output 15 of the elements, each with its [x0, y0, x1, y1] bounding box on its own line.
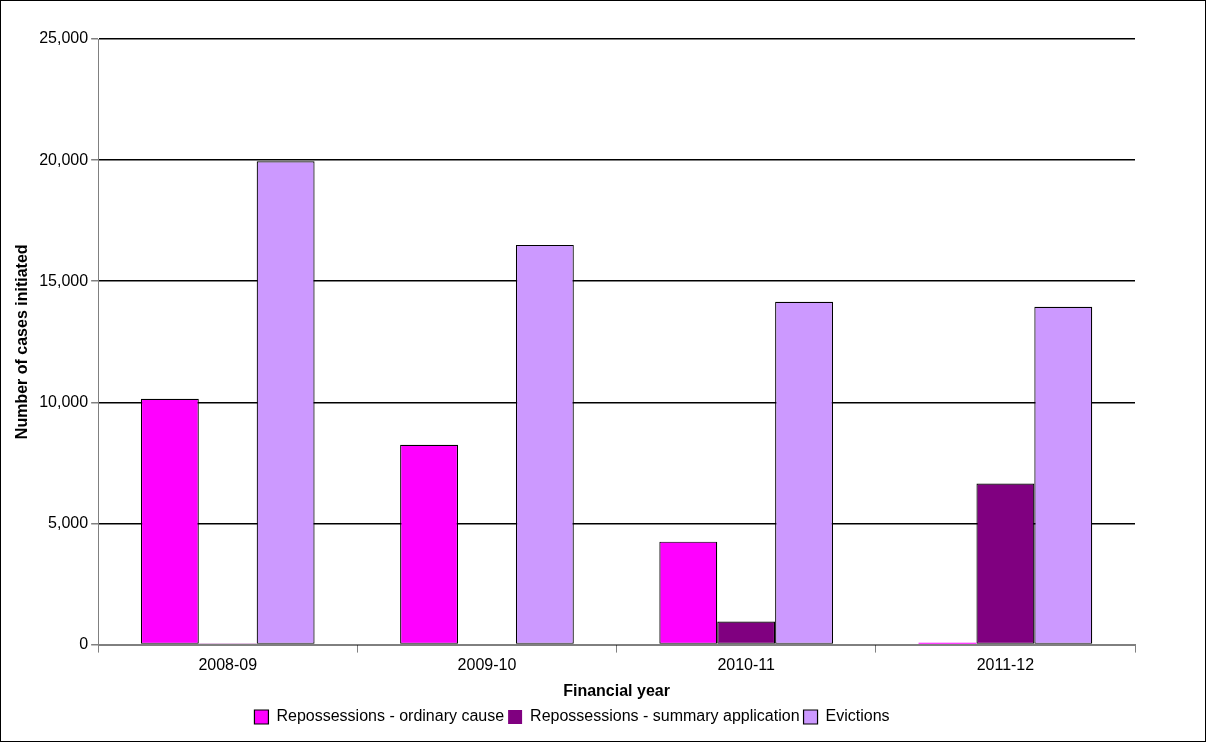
legend-label: Repossessions - summary application: [530, 707, 800, 725]
x-tick-label: 2008-09: [198, 655, 258, 673]
y-tick-label: 5,000: [48, 513, 89, 531]
legend-label: Evictions: [825, 707, 890, 725]
x-tick-label: 2011-12: [976, 655, 1035, 673]
y-axis-title: Number of cases initiated: [13, 244, 31, 440]
x-axis-title: Financial year: [563, 681, 670, 699]
y-tick-label: 20,000: [39, 150, 89, 168]
x-tick-label: 2010-11: [717, 655, 776, 673]
x-tick-label: 2009-10: [457, 655, 517, 673]
y-tick-label: 25,000: [39, 29, 89, 47]
y-tick-label: 0: [79, 635, 89, 653]
legend-label: Repossessions - ordinary cause: [276, 707, 505, 725]
y-tick-label: 10,000: [39, 392, 89, 410]
y-tick-label: 15,000: [39, 271, 89, 289]
